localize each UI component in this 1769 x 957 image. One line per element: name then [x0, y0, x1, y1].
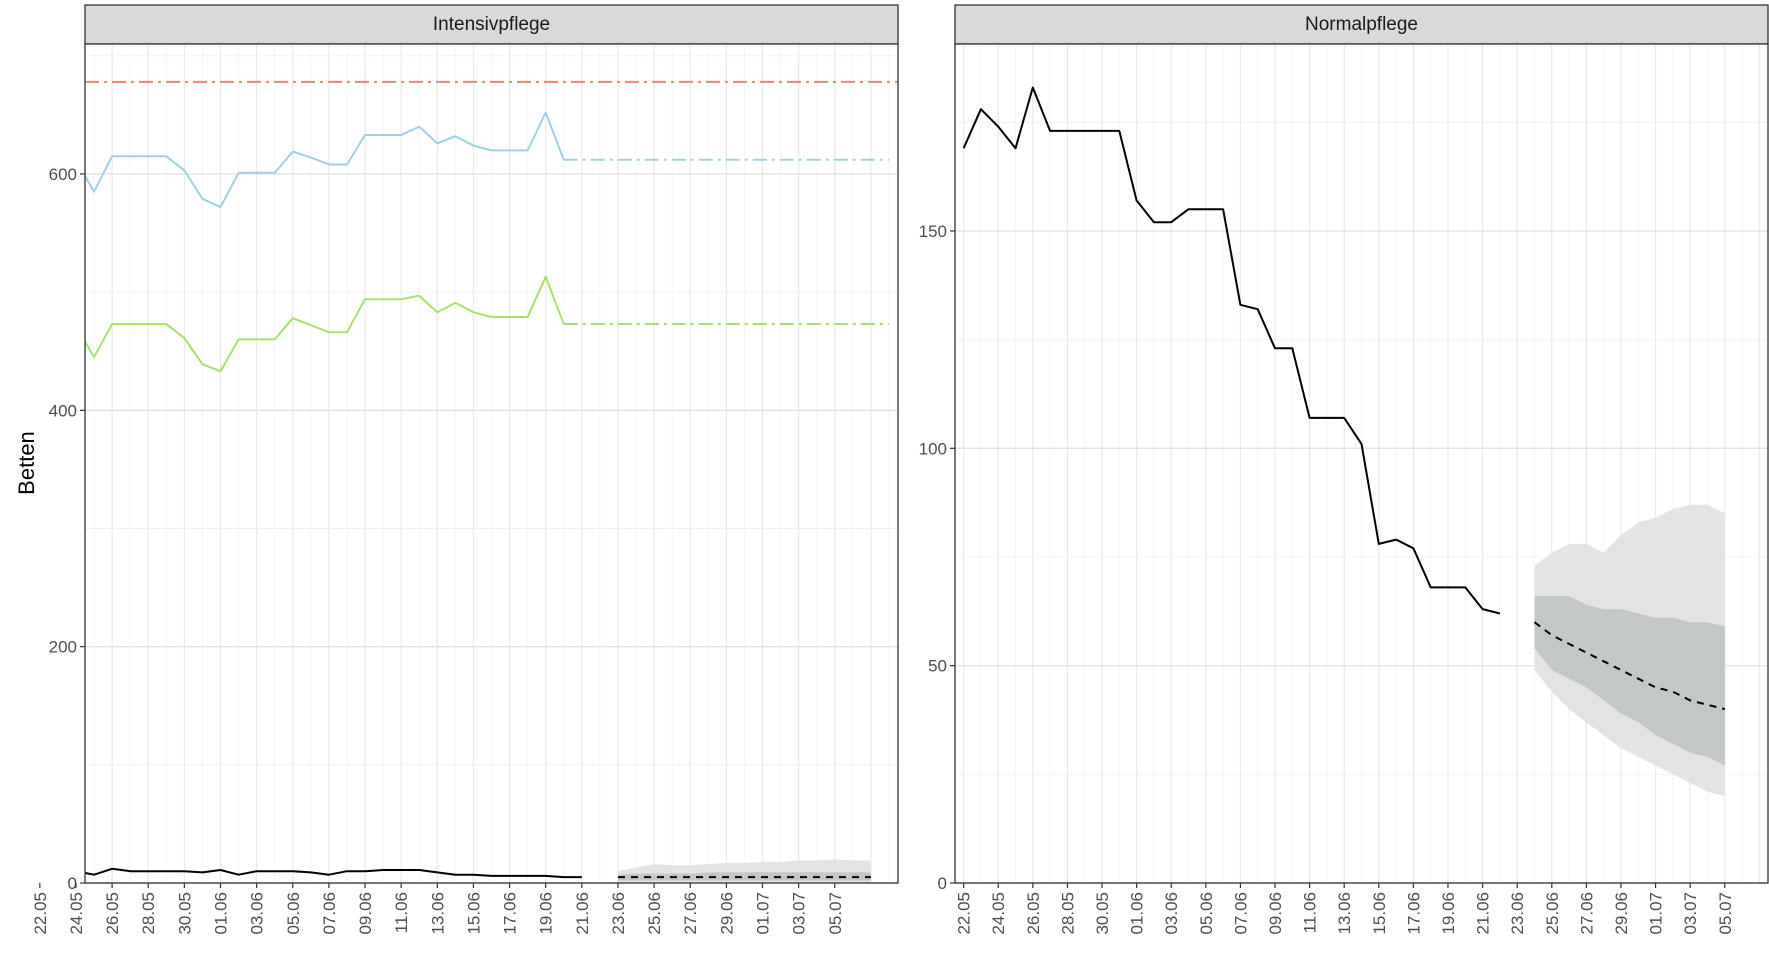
series-normal-0-observed-line: [962, 86, 1501, 615]
x-tick-label: 22.05: [31, 892, 50, 935]
x-tick-label: 01.06: [1128, 892, 1147, 935]
x-tick-label: 09.06: [1266, 892, 1285, 935]
x-tick-label: 15.06: [1370, 892, 1389, 935]
x-tick-label: 25.06: [645, 892, 664, 935]
y-tick-label: 50: [928, 657, 947, 676]
x-tick-label: 01.06: [212, 892, 231, 935]
data-layer-normal: [962, 86, 1726, 797]
x-tick-label: 17.06: [501, 892, 520, 935]
x-tick-label: 03.07: [790, 892, 809, 935]
x-tick-label: 27.06: [1577, 892, 1596, 935]
x-tick-label: 30.05: [1093, 892, 1112, 935]
x-tick-label: 23.06: [609, 892, 628, 935]
x-tick-label: 19.06: [1439, 892, 1458, 935]
x-tick-label: 24.05: [989, 892, 1008, 935]
x-tick-label: 01.07: [1647, 892, 1666, 935]
x-tick-label: 26.05: [1024, 892, 1043, 935]
x-tick-label: 24.05: [67, 892, 86, 935]
x-tick-label: 11.06: [392, 892, 411, 933]
x-tick-label: 27.06: [681, 892, 700, 935]
x-tick-label: 05.07: [826, 892, 845, 935]
y-tick-label: 100: [919, 439, 947, 458]
x-tick-label: 17.06: [1404, 892, 1423, 935]
series-intensiv-2-observed-line: [85, 867, 582, 879]
panel-title-normal: Normalpflege: [1305, 14, 1418, 35]
x-tick-label: 25.06: [1543, 892, 1562, 935]
panel-title-intensiv: Intensivpflege: [433, 14, 550, 35]
panel-strip-intensiv: [84, 4, 899, 45]
y-axis-label: Betten: [14, 431, 39, 495]
x-tick-label: 07.06: [320, 892, 339, 935]
x-tick-label: 23.06: [1508, 892, 1527, 935]
x-tick-label: 21.06: [573, 892, 592, 935]
x-tick-label: 05.07: [1716, 892, 1735, 935]
series-intensiv-1-observed-line: [85, 275, 565, 373]
x-tick-label: 15.06: [464, 892, 483, 935]
data-layer-intensiv: [85, 80, 898, 883]
x-tick-label: 28.05: [139, 892, 158, 935]
x-tick-label: 13.06: [428, 892, 447, 935]
x-tick-label: 21.06: [1474, 892, 1493, 935]
series-intensiv-2-inner-band: [618, 872, 871, 881]
y-tick-label: 0: [938, 874, 947, 893]
x-tick-label: 01.07: [754, 892, 773, 935]
x-tick-label: 03.07: [1681, 892, 1700, 935]
x-tick-label: 29.06: [717, 892, 736, 935]
panel-border-intensiv: [84, 43, 899, 884]
series-normal-0-inner-band: [1534, 596, 1725, 766]
y-tick-label: 150: [919, 222, 947, 241]
x-tick-label: 30.05: [175, 892, 194, 935]
x-tick-label: 13.06: [1335, 892, 1354, 935]
x-tick-label: 19.06: [537, 892, 556, 935]
x-tick-label: 11.06: [1301, 892, 1320, 933]
series-intensiv-0-observed-line: [85, 111, 565, 209]
panel-border-normal: [954, 43, 1769, 884]
x-tick-label: 03.06: [248, 892, 267, 935]
x-tick-label: 09.06: [356, 892, 375, 935]
x-tick-label: 22.05: [955, 892, 974, 935]
x-tick-label: 05.06: [1197, 892, 1216, 935]
x-tick-label: 26.05: [103, 892, 122, 935]
series-normal-0-forecast-line: [1533, 621, 1726, 711]
y-tick-label: 600: [49, 165, 77, 184]
x-tick-label: 28.05: [1058, 892, 1077, 935]
x-tick-label: 05.06: [284, 892, 303, 935]
x-tick-label: 07.06: [1231, 892, 1250, 935]
y-tick-label: 200: [49, 638, 77, 657]
y-tick-label: 0: [68, 874, 77, 893]
y-tick-label: 400: [49, 401, 77, 420]
x-tick-label: 29.06: [1612, 892, 1631, 935]
x-tick-label: 03.06: [1162, 892, 1181, 935]
